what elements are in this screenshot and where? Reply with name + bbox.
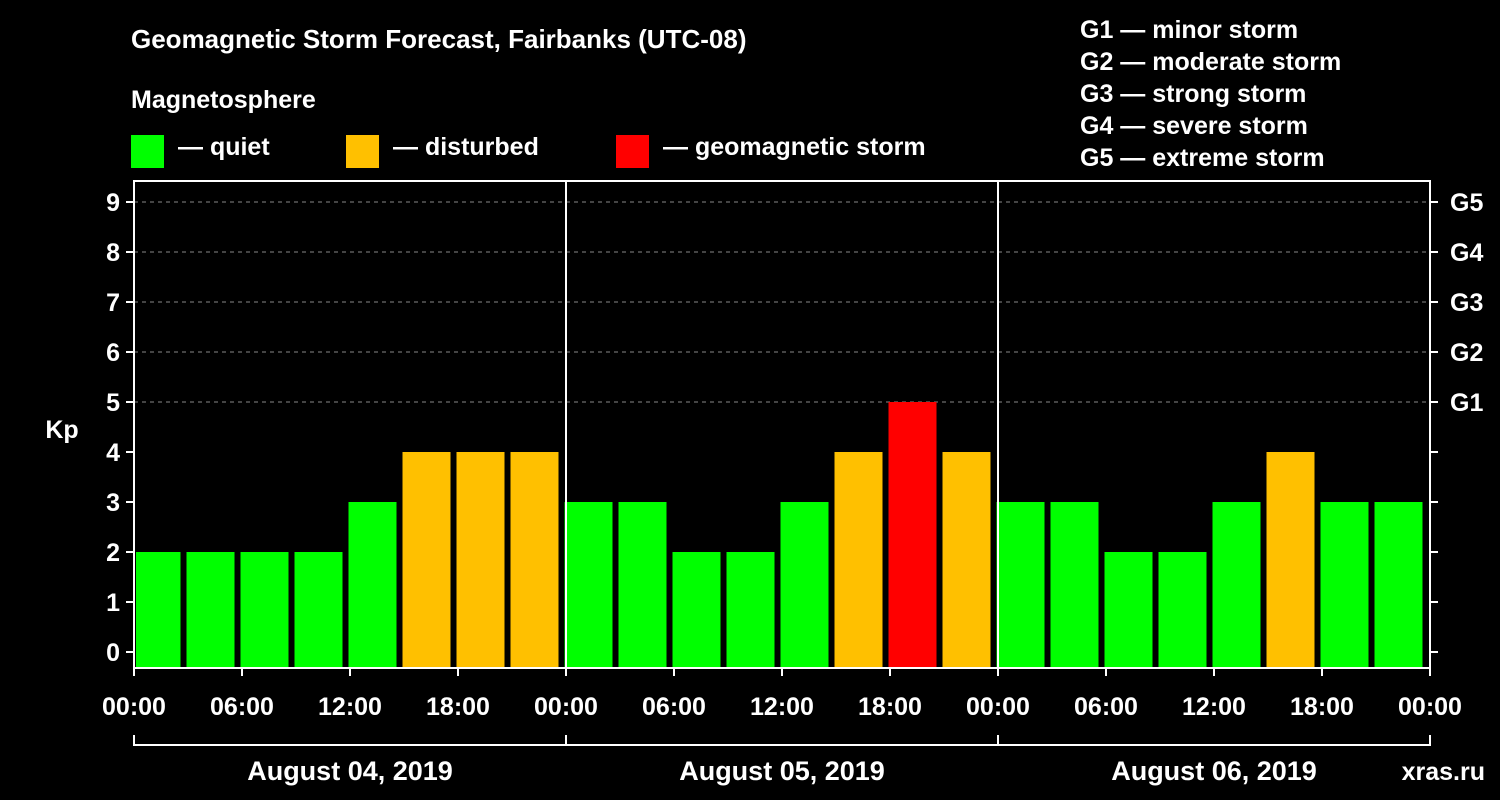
day-label: August 04, 2019 (247, 756, 453, 786)
g-scale-label: G3 (1450, 289, 1483, 317)
kp-bar (618, 502, 667, 668)
disturbed-swatch (346, 135, 379, 168)
g1-legend-item: G1 — minor storm (1080, 16, 1299, 44)
x-tick-label: 06:00 (210, 693, 274, 721)
x-tick-label: 12:00 (750, 693, 814, 721)
y-tick-label: 2 (106, 539, 120, 567)
storm-legend-label: — geomagnetic storm (663, 133, 926, 161)
disturbed-legend-label: — disturbed (393, 133, 539, 161)
kp-bar (1050, 502, 1099, 668)
kp-bar (1374, 502, 1423, 668)
x-tick-label: 18:00 (426, 693, 490, 721)
quiet-swatch (131, 135, 164, 168)
kp-bar (888, 402, 937, 668)
g-scale-legend: G1 — minor storm G2 — moderate storm G3 … (1080, 14, 1341, 174)
g-scale-label: G1 (1450, 389, 1483, 417)
x-tick-label: 12:00 (1182, 693, 1246, 721)
kp-bar (996, 502, 1045, 668)
y-tick-label: 7 (106, 289, 120, 317)
x-tick-label: 18:00 (1290, 693, 1354, 721)
chart-title: Geomagnetic Storm Forecast, Fairbanks (U… (131, 24, 747, 54)
watermark: xras.ru (1402, 758, 1485, 786)
y-tick-label: 1 (106, 589, 120, 617)
kp-bar (672, 552, 721, 668)
g4-legend-item: G4 — severe storm (1080, 112, 1308, 140)
y-tick-label: 4 (106, 439, 120, 467)
kp-bar (834, 452, 883, 668)
x-tick-label: 00:00 (966, 693, 1030, 721)
g-scale-label: G5 (1450, 189, 1483, 217)
storm-swatch (616, 135, 649, 168)
x-tick-label: 00:00 (534, 693, 598, 721)
y-tick-label: 8 (106, 239, 120, 267)
kp-bar (1104, 552, 1153, 668)
x-tick-label: 12:00 (318, 693, 382, 721)
kp-bar (186, 552, 235, 668)
g-scale-label: G2 (1450, 339, 1483, 367)
y-tick-label: 9 (106, 189, 120, 217)
kp-bar (402, 452, 451, 668)
y-axis-label: Kp (45, 416, 78, 444)
kp-bar (942, 452, 991, 668)
kp-bar (1320, 502, 1369, 668)
kp-bar (456, 452, 505, 668)
y-tick-label: 6 (106, 339, 120, 367)
legend-subtitle: Magnetosphere (131, 86, 316, 114)
g3-legend-item: G3 — strong storm (1080, 80, 1307, 108)
kp-bar (1158, 552, 1207, 668)
day-label: August 06, 2019 (1111, 756, 1317, 786)
kp-bar (348, 502, 397, 668)
kp-bar (294, 552, 343, 668)
x-tick-label: 00:00 (102, 693, 166, 721)
day-label: August 05, 2019 (679, 756, 885, 786)
x-tick-label: 06:00 (642, 693, 706, 721)
x-tick-label: 00:00 (1398, 693, 1462, 721)
kp-bar (780, 502, 829, 668)
g-scale-label: G4 (1450, 239, 1483, 267)
kp-bar (564, 502, 613, 668)
x-tick-label: 18:00 (858, 693, 922, 721)
g5-legend-item: G5 — extreme storm (1080, 144, 1325, 172)
quiet-legend-label: — quiet (178, 133, 270, 161)
y-tick-label: 5 (106, 389, 120, 417)
g2-legend-item: G2 — moderate storm (1080, 48, 1342, 76)
x-tick-label: 06:00 (1074, 693, 1138, 721)
kp-bar (726, 552, 775, 668)
kp-bar (136, 552, 181, 668)
y-tick-label: 0 (106, 639, 120, 667)
kp-bar (510, 452, 559, 668)
kp-bar (1212, 502, 1261, 668)
kp-bar (1266, 452, 1315, 668)
y-tick-label: 3 (106, 489, 120, 517)
kp-bar (240, 552, 289, 668)
